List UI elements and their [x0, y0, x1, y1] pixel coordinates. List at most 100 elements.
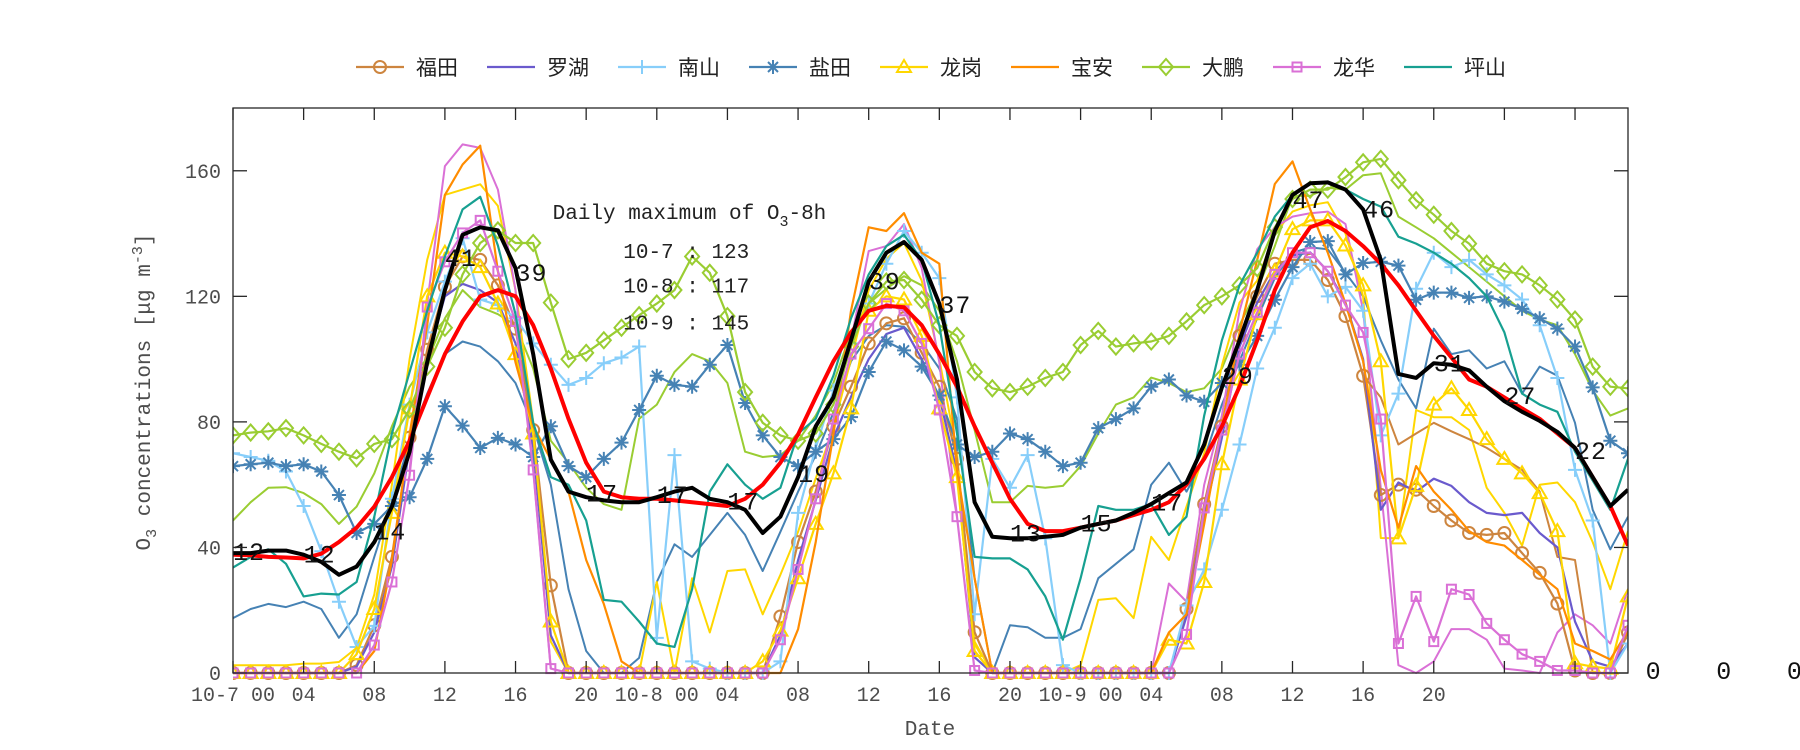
data-point — [1443, 221, 1460, 241]
series-line — [233, 219, 1628, 675]
data-point — [1091, 421, 1106, 436]
x-tick-label: 08 — [786, 685, 810, 708]
data-point — [1072, 335, 1089, 355]
data-point — [1267, 320, 1282, 335]
data-point — [1372, 352, 1390, 368]
value-annotation: 27 — [1504, 383, 1536, 412]
y-tick-label: 0 — [209, 664, 221, 687]
data-point — [542, 293, 560, 313]
series-line — [233, 229, 1628, 675]
daily-max-textbox: Daily maximum of O3-8h 10-7 : 123 10-8 : … — [553, 203, 827, 336]
data-point — [473, 440, 488, 455]
data-point — [1532, 311, 1547, 326]
data-point — [1390, 170, 1407, 190]
data-point — [596, 356, 611, 371]
data-point — [649, 368, 664, 383]
unlabeled-line-0 — [233, 172, 1628, 525]
data-point — [561, 377, 576, 392]
legend-marker-icon — [895, 58, 913, 73]
data-point — [948, 326, 966, 346]
data-point — [1621, 625, 1628, 640]
data-point — [1477, 430, 1496, 446]
data-point — [1568, 339, 1583, 354]
data-point — [1460, 234, 1478, 254]
x-tick-label: 20 — [574, 685, 598, 708]
data-point — [1515, 301, 1530, 316]
data-point — [667, 448, 682, 463]
data-point — [791, 505, 806, 520]
data-point — [368, 639, 380, 651]
data-point — [667, 377, 682, 392]
data-point — [1462, 290, 1477, 305]
legend-item-盐田: 盐田 — [749, 56, 851, 80]
data-point — [1197, 394, 1212, 409]
legend-label: 宝安 — [1071, 56, 1113, 80]
data-point — [1426, 285, 1441, 300]
data-point — [1304, 247, 1316, 259]
data-point — [296, 499, 311, 514]
data-point — [1108, 412, 1123, 427]
data-point — [613, 318, 630, 338]
value-annotation: 46 — [1363, 196, 1395, 225]
data-point — [1532, 565, 1547, 580]
data-point — [861, 364, 876, 379]
data-point — [967, 625, 982, 640]
data-point — [1160, 326, 1178, 346]
data-point — [1320, 289, 1335, 304]
data-point — [1126, 401, 1141, 416]
legend-marker-icon — [766, 60, 780, 74]
data-point — [331, 594, 346, 609]
data-point — [314, 464, 329, 479]
data-point — [436, 318, 454, 338]
data-point — [1054, 362, 1072, 382]
unlabeled-line-1 — [233, 246, 1628, 674]
x-tick-label: 20 — [998, 685, 1022, 708]
x-axis-label: Date — [905, 719, 955, 742]
plot-area — [233, 143, 1628, 680]
value-annotation: 0 — [1787, 658, 1800, 687]
legend-item-大鹏: 大鹏 — [1142, 56, 1244, 80]
data-point — [1267, 292, 1282, 307]
data-point — [365, 599, 384, 615]
data-point — [1179, 388, 1194, 403]
data-point — [492, 265, 504, 277]
legend-label: 南山 — [678, 56, 720, 80]
plot-lines — [233, 143, 1628, 680]
data-point — [844, 379, 859, 394]
data-point — [895, 270, 913, 290]
data-point — [383, 429, 401, 449]
data-point — [1322, 265, 1334, 277]
x-tick-label: 12 — [857, 685, 881, 708]
data-point — [702, 357, 717, 372]
data-point — [844, 410, 859, 425]
data-point — [1462, 526, 1477, 541]
data-point — [1462, 252, 1477, 267]
legend-item-宝安: 宝安 — [1011, 56, 1113, 80]
x-tick-label: 16 — [1351, 685, 1375, 708]
data-point — [579, 470, 594, 485]
data-point — [233, 425, 242, 445]
data-point — [789, 431, 807, 451]
x-tick-label: 16 — [927, 685, 951, 708]
legend-label: 龙岗 — [940, 56, 982, 80]
data-point — [880, 298, 892, 310]
data-point — [842, 399, 860, 415]
data-point — [1425, 395, 1443, 411]
value-annotation: 14 — [374, 518, 406, 547]
data-point — [1214, 502, 1229, 517]
data-point — [1178, 311, 1195, 331]
data-point — [1356, 256, 1371, 271]
data-point — [312, 434, 330, 454]
data-point — [1338, 267, 1353, 282]
unlabeled-line-4 — [1362, 375, 1628, 674]
data-point — [543, 419, 558, 434]
series-line — [233, 144, 1628, 675]
legend-label: 大鹏 — [1202, 56, 1244, 80]
data-point — [827, 413, 839, 425]
y-tick-label: 40 — [197, 538, 221, 561]
data-point — [1585, 513, 1600, 528]
data-point — [1410, 590, 1422, 602]
series-line — [233, 219, 1628, 675]
data-point — [774, 634, 786, 646]
data-point — [1232, 357, 1247, 372]
